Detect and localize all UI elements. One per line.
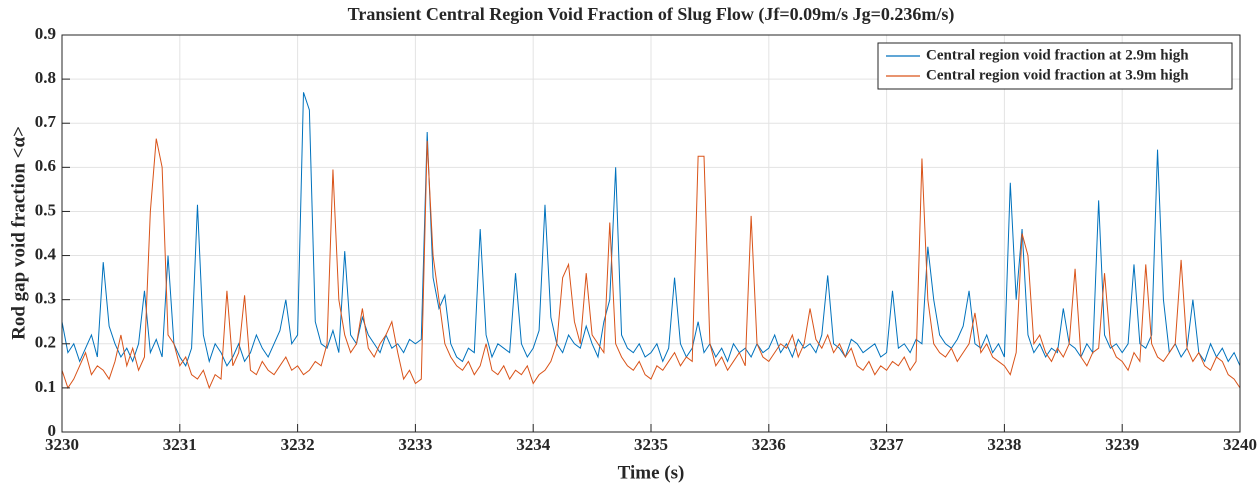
legend-label: Central region void fraction at 2.9m hig… (926, 47, 1189, 63)
legend: Central region void fraction at 2.9m hig… (877, 42, 1233, 90)
x-tick-label: 3236 (752, 435, 786, 454)
x-tick-label: 3237 (870, 435, 905, 454)
y-tick-label: 0.3 (35, 289, 56, 308)
y-tick-label: 0 (48, 421, 57, 440)
x-tick-label: 3240 (1223, 435, 1257, 454)
x-tick-label: 3233 (398, 435, 432, 454)
y-tick-label: 0.7 (35, 112, 57, 131)
chart-title: Transient Central Region Void Fraction o… (348, 4, 955, 25)
y-tick-label: 0.8 (35, 68, 56, 87)
y-tick-label: 0.5 (35, 200, 56, 219)
x-tick-label: 3232 (281, 435, 315, 454)
ticks: 0 0.1 0.2 0.3 0.4 0.5 0.6 0.7 0.8 0.9 3230 3231 3232… (35, 24, 1257, 454)
x-axis-label: Time (s) (618, 462, 685, 483)
x-tick-label: 3235 (634, 435, 668, 454)
lines (61, 92, 1241, 390)
x-tick-label: 3239 (1105, 435, 1139, 454)
y-tick-label: 0.1 (35, 377, 56, 396)
y-axis-label: Rod gap void fraction <α> (8, 126, 29, 340)
x-tick-label: 3230 (45, 435, 79, 454)
x-tick-label: 3238 (987, 435, 1021, 454)
x-tick-label: 3231 (163, 435, 197, 454)
y-tick-label: 0.9 (35, 24, 56, 43)
legend-box (877, 42, 1233, 90)
x-tick-label: 3234 (516, 435, 551, 454)
series-line (61, 92, 1241, 367)
series-line (61, 138, 1241, 390)
y-tick-label: 0.4 (35, 244, 57, 263)
y-tick-label: 0.6 (35, 156, 56, 175)
legend-label: Central region void fraction at 3.9m hig… (926, 67, 1189, 83)
y-tick-label: 0.2 (35, 333, 56, 352)
